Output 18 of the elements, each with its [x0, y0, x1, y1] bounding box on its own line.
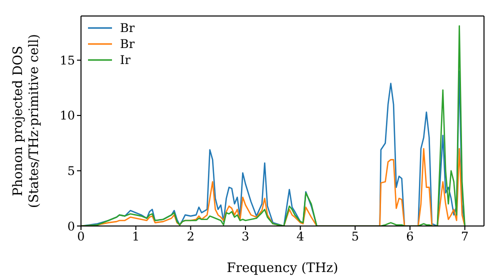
x-tick-label: 2	[186, 230, 194, 244]
x-tick-label: 7	[460, 230, 469, 244]
y-tick-label: 0	[67, 219, 75, 234]
x-tick-label: 6	[406, 230, 414, 244]
x-tick-label: 3	[242, 230, 250, 244]
y-tick-label: 15	[60, 53, 75, 68]
x-axis-title: Frequency (THz)	[226, 261, 338, 276]
y-tick-label: 5	[67, 164, 75, 178]
legend-label: Ir	[120, 52, 130, 68]
x-tick-label: 4	[296, 230, 304, 244]
legend-label: Br	[120, 20, 135, 36]
x-tick-label: 1	[132, 230, 140, 244]
x-tick-label: 5	[351, 230, 359, 244]
y-tick-label: 10	[60, 108, 75, 123]
x-tick-label: 0	[77, 230, 85, 244]
legend-label: Br	[120, 36, 135, 52]
line-series	[81, 25, 466, 226]
y-axis-title: Phonon projected DOS (States/THz·primitive cell)	[11, 34, 42, 208]
